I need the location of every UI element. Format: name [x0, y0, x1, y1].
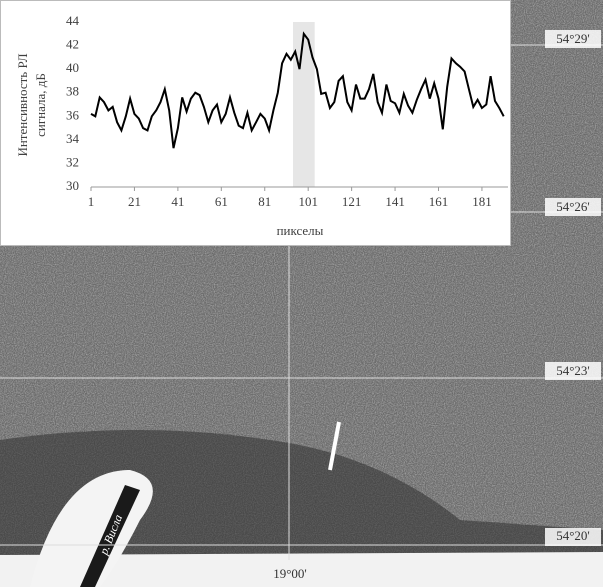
x-tick-label: 41 — [171, 194, 184, 209]
x-tick-label: 181 — [472, 194, 492, 209]
y-tick-label: 36 — [66, 107, 80, 122]
x-tick-label: 1 — [88, 194, 95, 209]
y-tick-label: 42 — [66, 37, 79, 52]
latitude-label: 54°20' — [556, 528, 590, 543]
x-tick-label: 21 — [128, 194, 141, 209]
highlight-band — [292, 22, 315, 187]
x-axis-title: пикселы — [277, 223, 324, 238]
latitude-label: 54°26' — [556, 199, 590, 214]
x-tick-label: 141 — [385, 194, 405, 209]
y-tick-label: 30 — [66, 178, 79, 193]
y-tick-label: 32 — [66, 154, 79, 169]
latitude-label: 54°29' — [556, 31, 590, 46]
data-line — [90, 31, 505, 149]
x-tick-label: 61 — [215, 194, 228, 209]
y-tick-label: 38 — [66, 84, 79, 99]
y-tick-label: 40 — [66, 60, 79, 75]
x-tick-label: 81 — [258, 194, 271, 209]
x-tick-label: 161 — [429, 194, 449, 209]
x-tick-label: 101 — [298, 194, 318, 209]
y-axis-title: сигнала, дБ — [33, 73, 48, 137]
y-tick-label: 44 — [66, 13, 80, 28]
x-tick-label: 121 — [342, 194, 362, 209]
longitude-label: 19°00' — [273, 566, 307, 581]
latitude-label: 54°23' — [556, 363, 590, 378]
y-axis-title: Интенсивность РЛ — [15, 53, 30, 156]
y-tick-label: 34 — [66, 131, 80, 146]
